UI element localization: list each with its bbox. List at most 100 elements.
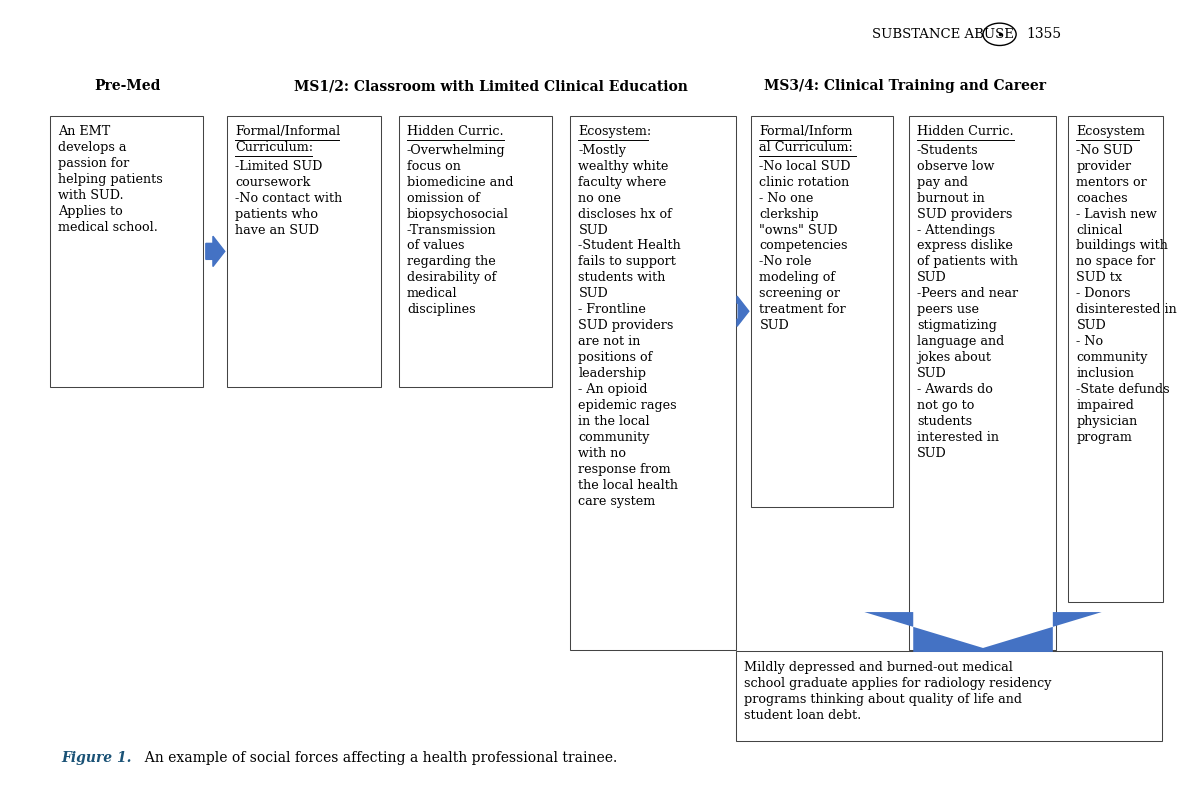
Text: physician: physician bbox=[1076, 415, 1138, 429]
Text: programs thinking about quality of life and: programs thinking about quality of life … bbox=[744, 693, 1022, 705]
Text: language and: language and bbox=[917, 335, 1004, 348]
Text: of patients with: of patients with bbox=[917, 255, 1018, 268]
Text: Hidden Curric.: Hidden Curric. bbox=[407, 125, 504, 138]
Text: An EMT: An EMT bbox=[58, 125, 110, 138]
Text: disinterested in: disinterested in bbox=[1076, 303, 1177, 316]
Text: program: program bbox=[1076, 431, 1133, 444]
Polygon shape bbox=[864, 612, 1102, 652]
Text: Curriculum:: Curriculum: bbox=[235, 141, 313, 154]
Text: express dislike: express dislike bbox=[917, 239, 1013, 252]
Text: competencies: competencies bbox=[760, 239, 848, 252]
Text: - No: - No bbox=[1076, 335, 1104, 348]
Text: passion for: passion for bbox=[58, 157, 130, 170]
Text: medical: medical bbox=[407, 287, 457, 300]
FancyBboxPatch shape bbox=[570, 116, 736, 650]
Text: -No role: -No role bbox=[760, 255, 812, 268]
Text: not go to: not go to bbox=[917, 399, 974, 413]
Text: - Lavish new: - Lavish new bbox=[1076, 207, 1157, 220]
Text: no one: no one bbox=[578, 192, 622, 204]
Text: - Awards do: - Awards do bbox=[917, 383, 992, 397]
Text: - Frontline: - Frontline bbox=[578, 303, 647, 316]
Text: Formal/Informal: Formal/Informal bbox=[235, 125, 341, 138]
Text: Ecosystem: Ecosystem bbox=[1076, 125, 1145, 138]
Text: Applies to: Applies to bbox=[58, 205, 122, 218]
Text: stigmatizing: stigmatizing bbox=[917, 319, 997, 332]
Text: helping patients: helping patients bbox=[58, 173, 163, 186]
Text: Formal/Inform: Formal/Inform bbox=[760, 125, 853, 138]
Text: provider: provider bbox=[1076, 160, 1132, 172]
Text: SUD: SUD bbox=[917, 367, 947, 381]
Text: discloses hx of: discloses hx of bbox=[578, 207, 672, 220]
Text: -Limited SUD: -Limited SUD bbox=[235, 160, 323, 172]
Text: with SUD.: with SUD. bbox=[58, 189, 124, 202]
Text: clerkship: clerkship bbox=[760, 207, 820, 220]
Text: -No SUD: -No SUD bbox=[1076, 144, 1133, 156]
Text: student loan debt.: student loan debt. bbox=[744, 709, 862, 721]
Text: no space for: no space for bbox=[1076, 255, 1156, 268]
Text: MS1/2: Classroom with Limited Clinical Education: MS1/2: Classroom with Limited Clinical E… bbox=[294, 79, 688, 93]
Text: clinic rotation: clinic rotation bbox=[760, 176, 850, 188]
Text: desirability of: desirability of bbox=[407, 271, 497, 284]
Text: peers use: peers use bbox=[917, 303, 979, 316]
Text: the local health: the local health bbox=[578, 479, 678, 492]
Text: coursework: coursework bbox=[235, 176, 311, 188]
Text: care system: care system bbox=[578, 495, 655, 508]
Text: Mildly depressed and burned-out medical: Mildly depressed and burned-out medical bbox=[744, 661, 1013, 674]
FancyBboxPatch shape bbox=[398, 116, 552, 387]
Text: SUD: SUD bbox=[1076, 319, 1106, 332]
Text: community: community bbox=[1076, 351, 1148, 365]
Text: medical school.: medical school. bbox=[58, 221, 158, 234]
Text: MS3/4: Clinical Training and Career: MS3/4: Clinical Training and Career bbox=[764, 79, 1046, 93]
Text: SUD tx: SUD tx bbox=[1076, 271, 1123, 284]
Text: observe low: observe low bbox=[917, 160, 994, 172]
Text: mentors or: mentors or bbox=[1076, 176, 1147, 188]
Text: students: students bbox=[917, 415, 972, 429]
Text: SUD: SUD bbox=[578, 287, 608, 300]
Text: SUD: SUD bbox=[760, 319, 790, 332]
Text: in the local: in the local bbox=[578, 415, 650, 429]
Text: leadership: leadership bbox=[578, 367, 647, 381]
Text: SUD: SUD bbox=[578, 223, 608, 236]
Text: impaired: impaired bbox=[1076, 399, 1134, 413]
Text: Hidden Curric.: Hidden Curric. bbox=[917, 125, 1014, 138]
Text: school graduate applies for radiology residency: school graduate applies for radiology re… bbox=[744, 677, 1051, 689]
Text: burnout in: burnout in bbox=[917, 192, 984, 204]
Text: SUD: SUD bbox=[917, 271, 947, 284]
Text: epidemic rages: epidemic rages bbox=[578, 399, 677, 413]
Text: biomedicine and: biomedicine and bbox=[407, 176, 514, 188]
Text: -Students: -Students bbox=[917, 144, 978, 156]
Text: - An opioid: - An opioid bbox=[578, 383, 648, 397]
Text: -Overwhelming: -Overwhelming bbox=[407, 144, 505, 156]
Text: wealthy white: wealthy white bbox=[578, 160, 668, 172]
Text: modeling of: modeling of bbox=[760, 271, 835, 284]
Text: treatment for: treatment for bbox=[760, 303, 846, 316]
Text: 1355: 1355 bbox=[1027, 27, 1062, 41]
Text: - Donors: - Donors bbox=[1076, 287, 1130, 300]
Text: biopsychosocial: biopsychosocial bbox=[407, 207, 509, 220]
Text: students with: students with bbox=[578, 271, 666, 284]
Text: SUD: SUD bbox=[917, 447, 947, 460]
Text: Pre-Med: Pre-Med bbox=[95, 79, 161, 93]
Text: -Student Health: -Student Health bbox=[578, 239, 682, 252]
FancyBboxPatch shape bbox=[751, 116, 893, 507]
Text: of values: of values bbox=[407, 239, 464, 252]
Text: "owns" SUD: "owns" SUD bbox=[760, 223, 838, 236]
Text: response from: response from bbox=[578, 463, 671, 476]
FancyBboxPatch shape bbox=[49, 116, 204, 387]
Text: jokes about: jokes about bbox=[917, 351, 991, 365]
Text: pay and: pay and bbox=[917, 176, 967, 188]
Text: -Peers and near: -Peers and near bbox=[917, 287, 1018, 300]
Text: positions of: positions of bbox=[578, 351, 653, 365]
Text: SUD providers: SUD providers bbox=[917, 207, 1012, 220]
Text: - Attendings: - Attendings bbox=[917, 223, 995, 236]
Text: clinical: clinical bbox=[1076, 223, 1123, 236]
Text: SUD providers: SUD providers bbox=[578, 319, 674, 332]
Text: Ecosystem:: Ecosystem: bbox=[578, 125, 652, 138]
Text: -Transmission: -Transmission bbox=[407, 223, 497, 236]
Text: interested in: interested in bbox=[917, 431, 998, 444]
Text: are not in: are not in bbox=[578, 335, 641, 348]
Text: screening or: screening or bbox=[760, 287, 840, 300]
Text: coaches: coaches bbox=[1076, 192, 1128, 204]
Text: inclusion: inclusion bbox=[1076, 367, 1134, 381]
Text: faculty where: faculty where bbox=[578, 176, 667, 188]
